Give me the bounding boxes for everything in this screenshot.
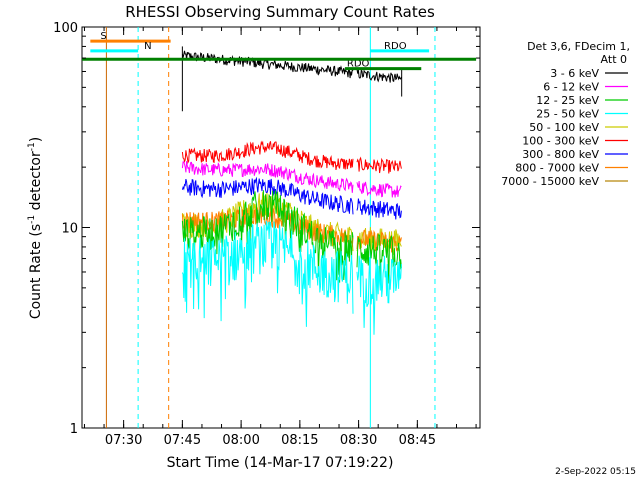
annotation-label: S bbox=[100, 31, 106, 42]
annotations-layer: S N RDO RDO bbox=[82, 31, 477, 71]
x-tick-label: 08:45 bbox=[399, 433, 436, 448]
footer-date: 2-Sep-2022 05:15 bbox=[555, 467, 636, 477]
series-line bbox=[356, 255, 402, 335]
y-tick-label: 10 bbox=[61, 222, 78, 237]
annotation-label: RDO bbox=[347, 59, 370, 70]
series-line bbox=[356, 156, 402, 174]
x-axis-label: Start Time (14-Mar-17 07:19:22) bbox=[167, 455, 394, 471]
legend-header-line-2: Att 0 bbox=[601, 53, 627, 66]
series-line bbox=[181, 220, 354, 327]
x-tick-label: 08:15 bbox=[281, 433, 318, 448]
legend-label: 50 - 100 keV bbox=[529, 121, 599, 134]
legend-label: 6 - 12 keV bbox=[543, 81, 599, 94]
series-layer bbox=[181, 46, 403, 335]
legend-label: 25 - 50 keV bbox=[536, 108, 599, 121]
x-tick-label: 08:00 bbox=[222, 433, 259, 448]
legend-label: 7000 - 15000 keV bbox=[501, 175, 599, 188]
axis-ticks: 1 10 100 07:30 07:45 08:00 08:15 08:30 08:45 bbox=[53, 21, 480, 448]
x-tick-label: 07:45 bbox=[164, 433, 201, 448]
x-tick-label: 07:30 bbox=[105, 433, 142, 448]
series-line bbox=[181, 50, 354, 79]
series-line bbox=[356, 234, 402, 284]
y-tick-label: 100 bbox=[53, 21, 78, 36]
series-line bbox=[181, 161, 354, 193]
legend-label: 800 - 7000 keV bbox=[515, 162, 599, 175]
annotation-label: RDO bbox=[384, 41, 407, 52]
y-tick-label: 1 bbox=[70, 422, 78, 437]
annotation-label: N bbox=[144, 41, 151, 52]
plot-frame bbox=[81, 26, 481, 429]
legend-label: 300 - 800 keV bbox=[522, 148, 599, 161]
legend-label: 100 - 300 keV bbox=[522, 135, 599, 148]
series-line bbox=[356, 180, 402, 198]
legend-header-line-1: Det 3,6, FDecim 1, bbox=[527, 40, 630, 53]
series-line bbox=[356, 198, 402, 220]
chart-title: RHESSI Observing Summary Count Rates bbox=[125, 3, 435, 21]
x-tick-label: 08:30 bbox=[340, 433, 377, 448]
legend-label: 3 - 6 keV bbox=[550, 67, 599, 80]
series-line bbox=[181, 140, 354, 170]
y-axis-label: Count Rate (s-1 detector-1) bbox=[27, 137, 44, 319]
legend-label: 12 - 25 keV bbox=[536, 94, 599, 107]
series-line bbox=[181, 206, 354, 247]
series-line bbox=[356, 68, 402, 83]
vertical-markers bbox=[105, 27, 436, 428]
series-line bbox=[181, 176, 354, 215]
